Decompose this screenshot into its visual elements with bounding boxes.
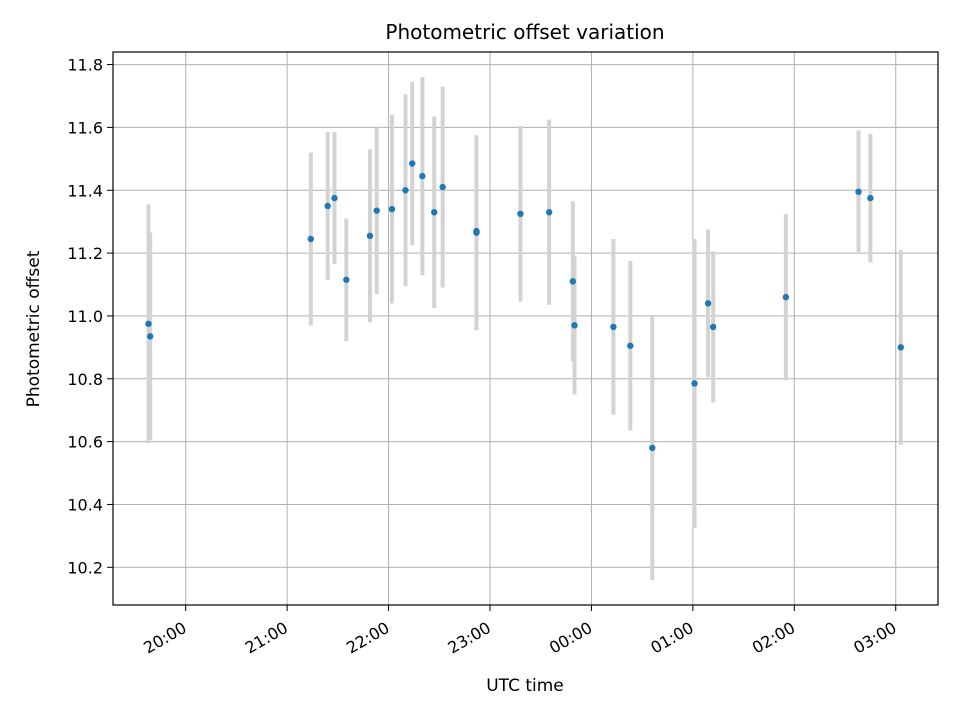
- data-point: [569, 278, 577, 285]
- data-point: [388, 205, 396, 213]
- data-point: [307, 235, 314, 243]
- data-point: [146, 333, 154, 340]
- data-point: [409, 160, 416, 167]
- data-point: [855, 188, 862, 196]
- y-tick-label: 11.8: [67, 56, 103, 75]
- data-point: [366, 232, 374, 240]
- x-axis-label: UTC time: [486, 676, 564, 696]
- y-tick-label: 10.8: [67, 370, 103, 389]
- data-point: [324, 202, 331, 210]
- data-point: [473, 227, 480, 235]
- y-axis: 10.2 10.4 10.6 10.8 11.0 11.2 11.4 11.6 11.8: [67, 56, 113, 577]
- data-point: [373, 207, 380, 214]
- data-point: [517, 210, 524, 218]
- chart-title: Photometric offset variation: [385, 20, 664, 44]
- data-point: [419, 172, 426, 180]
- data-point: [782, 293, 790, 301]
- data-point: [704, 300, 712, 307]
- data-point: [709, 323, 717, 331]
- y-tick-label: 11.6: [67, 118, 103, 137]
- y-tick-label: 10.4: [67, 495, 103, 514]
- data-points: [145, 160, 905, 452]
- data-point: [627, 342, 634, 349]
- plot-frame: [112, 51, 939, 606]
- y-tick-label: 11.2: [67, 244, 103, 263]
- data-point: [867, 194, 874, 202]
- data-point: [402, 187, 409, 194]
- data-point: [649, 444, 656, 452]
- y-tick-label: 10.2: [67, 558, 103, 577]
- data-point: [343, 276, 350, 283]
- y-tick-label: 10.6: [67, 433, 103, 452]
- data-point: [439, 183, 446, 191]
- data-point: [431, 209, 438, 216]
- data-point: [610, 323, 617, 331]
- data-point: [691, 380, 698, 387]
- y-axis-label: Photometric offset: [24, 250, 44, 407]
- data-point: [897, 344, 905, 351]
- y-tick-label: 11.0: [67, 307, 103, 326]
- data-point: [145, 320, 152, 327]
- data-point: [545, 209, 553, 216]
- data-point: [571, 322, 578, 329]
- data-point: [331, 194, 338, 202]
- y-tick-label: 11.4: [67, 181, 103, 200]
